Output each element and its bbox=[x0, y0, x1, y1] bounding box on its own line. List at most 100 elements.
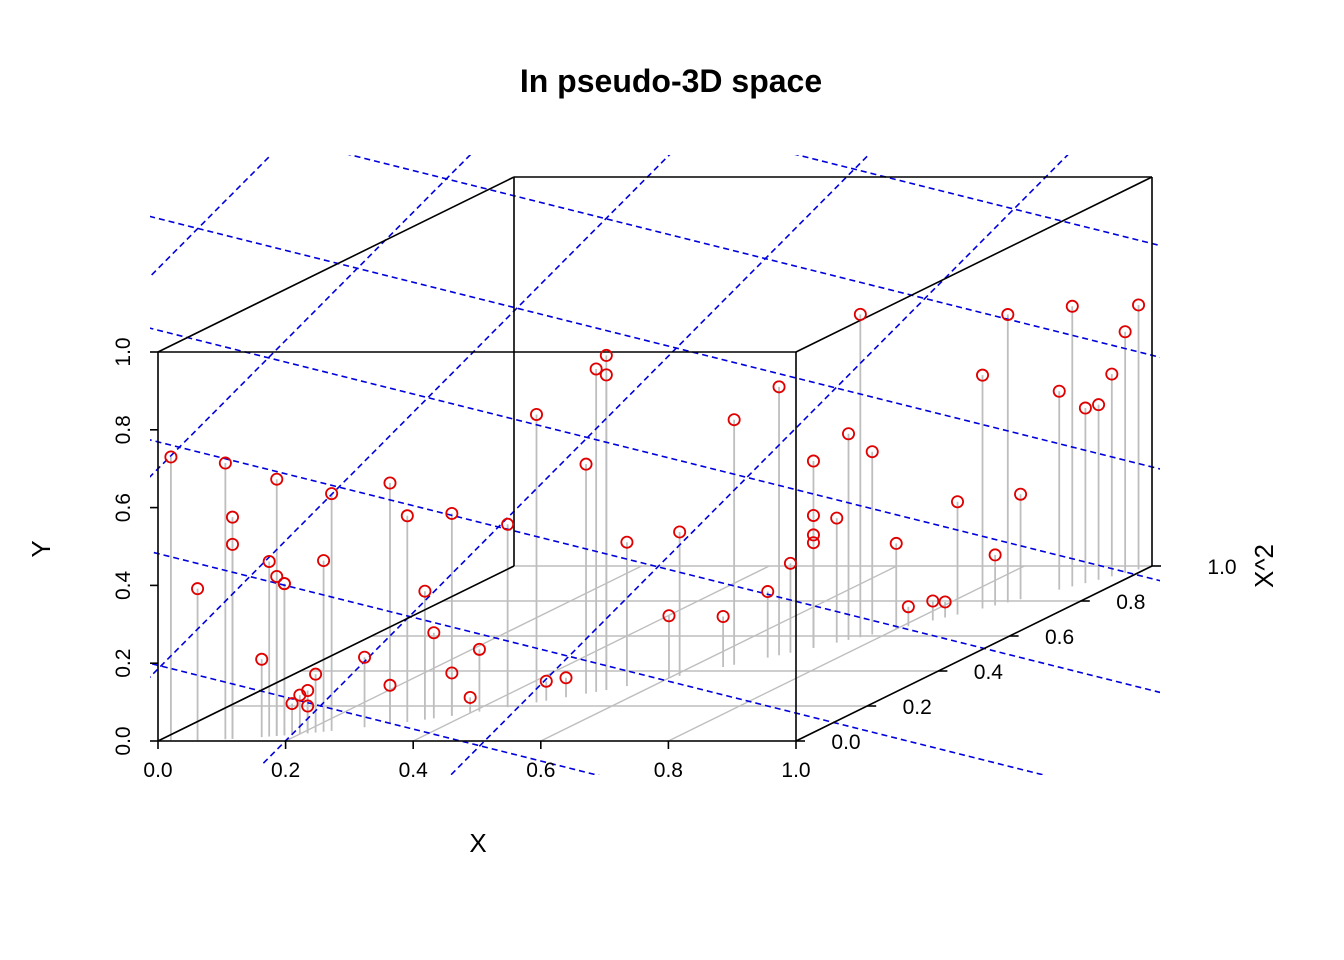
y-tick-label: 0.8 bbox=[112, 415, 135, 444]
x-tick-label: 0.4 bbox=[399, 759, 429, 782]
data-point bbox=[976, 368, 990, 382]
data-point bbox=[358, 650, 372, 664]
data-point bbox=[761, 585, 775, 599]
data-point bbox=[673, 525, 687, 539]
plane-line bbox=[794, 155, 1160, 247]
data-point bbox=[589, 362, 603, 376]
data-point bbox=[783, 556, 797, 570]
bounding-box bbox=[157, 176, 1153, 742]
data-point bbox=[806, 454, 820, 468]
plane-line bbox=[150, 155, 472, 478]
data-point bbox=[926, 594, 940, 608]
floor-grid-line bbox=[285, 565, 642, 742]
data-point bbox=[445, 666, 459, 680]
data-point bbox=[889, 536, 903, 550]
plane-line bbox=[150, 215, 1160, 470]
z-axis-label: X^2 bbox=[1249, 544, 1279, 588]
plane-line bbox=[150, 550, 1047, 775]
data-point bbox=[1105, 367, 1119, 381]
y-axis-ticks: 0.0 0.2 0.4 0.6 0.8 1.0 bbox=[112, 337, 158, 756]
floor-grid-line bbox=[412, 565, 770, 742]
z-tick-label: 1.0 bbox=[1207, 556, 1236, 579]
plane-line bbox=[150, 155, 273, 278]
box-edge bbox=[157, 176, 515, 353]
data-point bbox=[277, 577, 291, 591]
floor-grid-line bbox=[668, 565, 1025, 742]
x-tick-label: 0.2 bbox=[271, 759, 300, 782]
data-point bbox=[309, 667, 323, 681]
z-tick-label: 0.0 bbox=[831, 731, 860, 754]
data-point bbox=[559, 671, 573, 685]
data-point bbox=[1052, 384, 1066, 398]
data-point bbox=[539, 674, 553, 688]
data-point bbox=[1014, 487, 1028, 501]
plane-line bbox=[150, 327, 1160, 582]
data-point bbox=[427, 626, 441, 640]
y-axis-label: Y bbox=[26, 540, 56, 557]
data-point bbox=[830, 511, 844, 525]
data-point bbox=[445, 506, 459, 520]
plane-line bbox=[150, 439, 1160, 694]
data-point bbox=[842, 427, 856, 441]
data-points bbox=[164, 298, 1146, 713]
data-point bbox=[383, 678, 397, 692]
data-point bbox=[599, 368, 613, 382]
data-point bbox=[1065, 299, 1079, 313]
data-point bbox=[806, 508, 820, 522]
data-point bbox=[1132, 298, 1146, 312]
data-point bbox=[383, 476, 397, 490]
plane-line bbox=[0, 0, 249, 564]
data-point bbox=[164, 450, 178, 464]
data-point bbox=[255, 652, 269, 666]
x-tick-label: 0.0 bbox=[143, 759, 172, 782]
z-tick-label: 0.4 bbox=[974, 661, 1004, 684]
floor-grid-line bbox=[540, 565, 898, 742]
x-tick-label: 0.8 bbox=[654, 759, 683, 782]
data-point bbox=[901, 600, 915, 614]
plane-line bbox=[150, 155, 671, 679]
data-point bbox=[1001, 308, 1015, 322]
y-tick-label: 0.4 bbox=[112, 570, 135, 600]
data-point bbox=[218, 456, 232, 470]
data-point bbox=[806, 528, 820, 542]
z-axis-ticks: 0.0 0.2 0.4 0.6 0.8 1.0 bbox=[796, 556, 1237, 754]
plane-line bbox=[0, 0, 409, 604]
plane-line bbox=[449, 155, 1069, 775]
data-point bbox=[262, 554, 276, 568]
plane-line bbox=[150, 662, 601, 775]
z-tick-label: 0.2 bbox=[903, 696, 932, 719]
plane-line bbox=[347, 155, 1160, 359]
box-edge bbox=[157, 565, 515, 742]
data-point bbox=[463, 690, 477, 704]
y-tick-label: 0.2 bbox=[112, 649, 135, 678]
data-point bbox=[1092, 398, 1106, 412]
data-point bbox=[1078, 401, 1092, 415]
x-tick-label: 0.6 bbox=[526, 759, 555, 782]
x-tick-label: 1.0 bbox=[781, 759, 810, 782]
drop-lines bbox=[170, 304, 1140, 741]
y-tick-label: 0.0 bbox=[112, 726, 135, 755]
data-point bbox=[1118, 325, 1132, 339]
z-tick-label: 0.6 bbox=[1045, 626, 1074, 649]
data-point bbox=[400, 509, 414, 523]
data-point bbox=[853, 307, 867, 321]
x-axis-label: X bbox=[469, 828, 486, 858]
data-point bbox=[772, 380, 786, 394]
plane-line bbox=[262, 155, 870, 764]
plane-line bbox=[242, 0, 1344, 255]
data-point bbox=[988, 548, 1002, 562]
data-point bbox=[716, 609, 730, 623]
y-tick-label: 1.0 bbox=[112, 337, 135, 366]
x-axis-ticks: 0.0 0.2 0.4 0.6 0.8 1.0 bbox=[143, 741, 811, 782]
chart-title: In pseudo-3D space bbox=[520, 63, 822, 99]
data-point bbox=[951, 495, 965, 509]
data-point bbox=[317, 554, 331, 568]
data-point bbox=[301, 699, 315, 713]
data-point bbox=[270, 569, 284, 583]
data-point bbox=[620, 535, 634, 549]
data-point bbox=[662, 609, 676, 623]
data-point bbox=[727, 413, 741, 427]
data-point bbox=[418, 584, 432, 598]
